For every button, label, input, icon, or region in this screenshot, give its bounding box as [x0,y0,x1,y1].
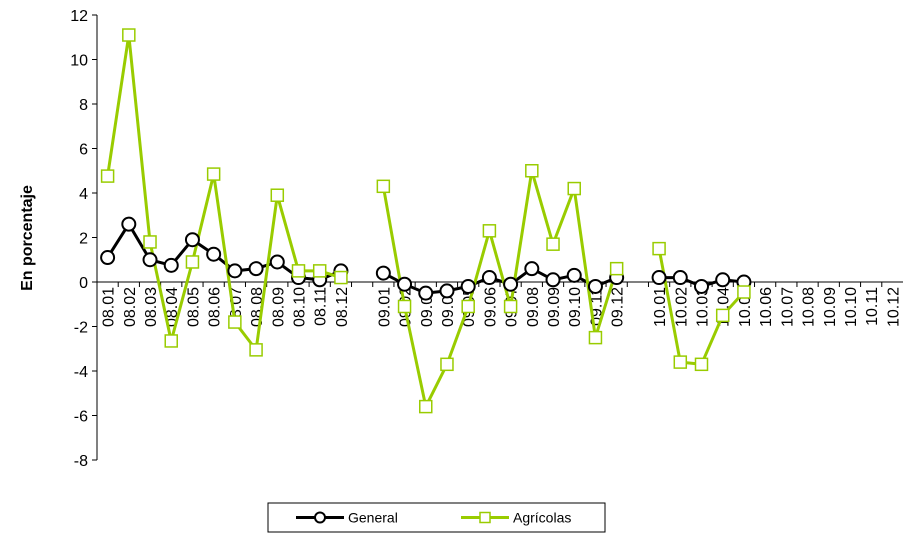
point [248,261,264,277]
point [567,181,581,196]
point [249,343,263,357]
x-tick-label: 09.10 [567,287,584,327]
point [525,164,539,178]
x-tick-label: 10.06 [758,287,775,327]
point [460,278,476,294]
point [163,257,179,273]
point [673,355,688,369]
point [184,232,200,248]
point [440,357,454,372]
x-tick-label: 09.06 [482,287,499,327]
x-tick-label: 08.05 [185,287,202,327]
point [142,252,158,268]
x-tick-label: 09.08 [525,287,542,327]
x-tick-label: 10.01 [652,287,669,327]
point [269,254,285,270]
point [545,272,561,288]
x-tick-label: 10.11 [864,287,881,326]
y-tick-label: 6 [79,142,88,159]
x-tick-label: 10.08 [801,287,818,327]
x-tick-label: 08.02 [122,287,139,327]
legend-label: Agrícolas [513,510,571,526]
legend-label: General [348,510,398,526]
point [206,167,221,181]
point [291,264,306,278]
point [566,267,582,283]
point [100,169,115,183]
point [100,250,116,266]
point [375,265,391,281]
point [609,261,624,276]
point [397,299,412,314]
point [143,235,157,249]
x-tick-label: 10.03 [695,287,712,327]
point [206,246,222,262]
x-tick-label: 08.01 [101,287,118,327]
point [503,276,519,292]
series-line [106,34,746,412]
y-tick-label: 4 [79,186,88,203]
point [546,237,560,251]
point [185,255,200,269]
y-tick-label: 2 [79,231,88,248]
y-tick-label: -6 [74,409,88,426]
point [439,283,455,299]
point [588,330,603,345]
x-tick-label: 08.03 [143,287,160,327]
point [652,241,666,256]
point [461,299,475,314]
point [737,285,751,299]
point [397,276,413,292]
x-tick-label: 09.09 [546,287,563,327]
point [164,334,178,348]
legend-marker [479,511,491,524]
point [122,28,136,42]
point [503,299,518,314]
point [228,315,242,329]
x-tick-label: 08.09 [270,287,287,327]
x-tick-label: 08.12 [334,287,351,327]
point [672,270,688,286]
y-tick-label: -8 [74,453,88,470]
point [715,308,730,323]
x-tick-label: 10.07 [779,287,796,327]
x-tick-label: 10.12 [885,287,902,327]
y-axis-label: En porcentaje [19,185,36,291]
y-tick-label: -2 [74,320,88,337]
x-tick-label: 10.02 [673,287,690,327]
y-tick-label: 12 [70,8,88,25]
point [524,261,540,277]
point [715,272,731,288]
x-tick-label: 09.12 [610,287,627,327]
point [651,270,667,286]
y-tick-label: -4 [74,364,88,381]
point [419,399,433,414]
point [482,224,497,238]
point [121,216,137,232]
point [312,264,327,278]
point [270,188,285,202]
x-tick-label: 10.10 [843,287,860,327]
point [694,357,709,372]
x-tick-label: 08.06 [207,287,224,327]
x-tick-label: 09.01 [376,287,393,327]
y-tick-label: 8 [79,97,88,114]
point [418,285,434,301]
legend-marker [314,511,326,524]
point [334,270,348,285]
x-tick-label: 10.09 [822,287,839,327]
point [227,263,243,279]
y-tick-label: 10 [70,53,88,70]
point [587,278,603,294]
point [481,270,497,286]
point [694,278,709,294]
x-tick-label: 08.10 [292,287,309,327]
point [376,179,391,194]
x-tick-label: 08.11 [313,287,330,326]
y-tick-label: 0 [79,275,88,292]
